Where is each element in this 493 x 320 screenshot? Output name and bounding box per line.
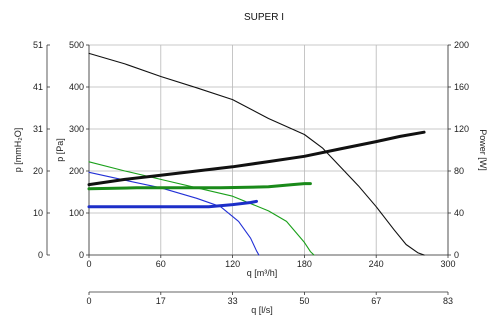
grid (88, 44, 449, 256)
x-tick-label-primary: 60 (156, 259, 166, 269)
y-tick-label-power: 80 (454, 166, 464, 176)
x-tick-label-secondary: 0 (86, 296, 91, 306)
y-tick-label-mmh2o: 0 (38, 250, 43, 260)
y-tick-label-mmh2o: 10 (33, 208, 43, 218)
power-curve-3 (87, 130, 426, 187)
chart-title: SUPER I (244, 12, 284, 23)
power-curve-4 (87, 182, 312, 191)
y-axis-label-left-outer: p [mmH₂O] (13, 128, 23, 173)
pressure-curve-0 (88, 52, 425, 256)
axes: 0100200300400500010203141510408012016020… (33, 40, 469, 306)
y-axis-label-right: Power [W] (478, 129, 488, 171)
x-tick-label-secondary: 83 (443, 296, 453, 306)
pressure-curve-2 (88, 171, 260, 256)
y-tick-label-pa: 100 (69, 208, 84, 218)
power-curve-5 (87, 199, 258, 209)
x-tick-label-secondary: 50 (299, 296, 309, 306)
y-tick-label-pa: 400 (69, 82, 84, 92)
x-tick-label-secondary: 33 (228, 296, 238, 306)
y-tick-label-pa: 300 (69, 124, 84, 134)
y-tick-label-power: 160 (454, 82, 469, 92)
y-axis-label-left-inner: p [Pa] (55, 138, 65, 162)
x-tick-label-primary: 300 (440, 259, 455, 269)
x-tick-label-primary: 120 (225, 259, 240, 269)
series-group (87, 52, 426, 256)
y-tick-label-mmh2o: 41 (33, 82, 43, 92)
y-tick-label-pa: 200 (69, 166, 84, 176)
y-tick-label-power: 200 (454, 40, 469, 50)
y-tick-label-power: 0 (454, 250, 459, 260)
x-tick-label-secondary: 17 (156, 296, 166, 306)
y-tick-label-mmh2o: 31 (33, 124, 43, 134)
x-tick-label-primary: 0 (86, 259, 91, 269)
y-tick-label-pa: 0 (79, 250, 84, 260)
y-tick-label-power: 40 (454, 208, 464, 218)
x-tick-label-primary: 240 (369, 259, 384, 269)
x-tick-label-secondary: 67 (371, 296, 381, 306)
x-axis-label-secondary: q [l/s] (251, 305, 273, 315)
y-tick-label-mmh2o: 51 (33, 40, 43, 50)
pressure-curve-1 (88, 161, 315, 256)
y-tick-label-mmh2o: 20 (33, 166, 43, 176)
y-tick-label-pa: 500 (69, 40, 84, 50)
x-axis-label-primary: q [m³/h] (247, 268, 278, 278)
y-tick-label-power: 120 (454, 124, 469, 134)
x-tick-label-primary: 180 (297, 259, 312, 269)
